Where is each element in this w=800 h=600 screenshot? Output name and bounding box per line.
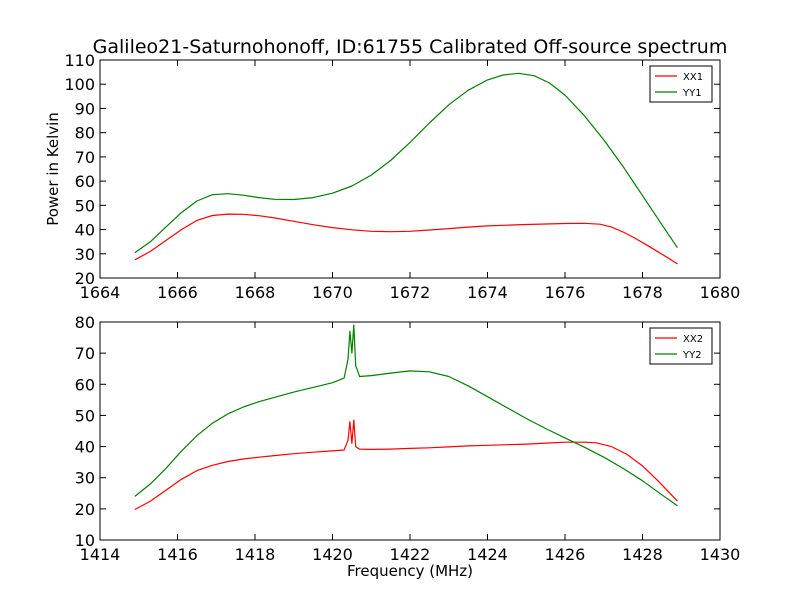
x-tick-label: 1416 xyxy=(157,545,198,564)
x-tick-label: 1420 xyxy=(312,545,353,564)
legend-box xyxy=(649,65,713,103)
y-tick-label: 80 xyxy=(75,313,95,332)
plot-frame xyxy=(99,59,721,279)
legend-label: YY1 xyxy=(682,88,702,99)
x-tick-label: 1424 xyxy=(467,545,508,564)
x-tick-label: 1666 xyxy=(157,283,198,302)
y-tick-label: 50 xyxy=(75,406,95,425)
y-tick-label: 30 xyxy=(75,469,95,488)
x-axis-label: Frequency (MHz) xyxy=(347,562,473,580)
series-line-xx2 xyxy=(134,419,678,511)
y-tick-label: 70 xyxy=(75,148,95,167)
y-tick-label: 20 xyxy=(75,269,95,288)
y-tick-label: 50 xyxy=(75,196,95,215)
y-tick-label: 70 xyxy=(75,344,95,363)
series-line-yy1 xyxy=(134,72,678,254)
x-tick-label: 1418 xyxy=(235,545,276,564)
y-tick-label: 80 xyxy=(75,124,95,143)
x-tick-label: 1676 xyxy=(545,283,586,302)
x-tick-label: 1664 xyxy=(80,283,121,302)
y-tick-label: 60 xyxy=(75,375,95,394)
x-tick-label: 1680 xyxy=(700,283,741,302)
legend-label: YY2 xyxy=(682,350,702,361)
legend-label: XX1 xyxy=(683,72,703,83)
x-tick-label: 1428 xyxy=(622,545,663,564)
x-tick-label: 1414 xyxy=(80,545,121,564)
y-tick-label: 40 xyxy=(75,221,95,240)
series-line-yy2 xyxy=(134,324,678,507)
y-tick-label: 90 xyxy=(75,99,95,118)
x-tick-label: 1670 xyxy=(312,283,353,302)
x-tick-label: 1426 xyxy=(545,545,586,564)
y-tick-label: 60 xyxy=(75,172,95,191)
legend-label: XX2 xyxy=(683,334,703,345)
x-tick-label: 1422 xyxy=(390,545,431,564)
series-line-xx1 xyxy=(134,213,678,265)
chart-title: Galileo21-Saturnohonoff, ID:61755 Calibr… xyxy=(93,36,728,58)
x-tick-label: 1668 xyxy=(235,283,276,302)
legend-box xyxy=(649,327,713,365)
y-axis-label: Power in Kelvin xyxy=(44,112,62,226)
x-tick-label: 1674 xyxy=(467,283,508,302)
y-tick-label: 10 xyxy=(75,531,95,550)
y-tick-label: 30 xyxy=(75,245,95,264)
y-tick-label: 100 xyxy=(64,75,95,94)
plot-frame xyxy=(99,321,721,541)
y-tick-label: 20 xyxy=(75,500,95,519)
y-tick-label: 40 xyxy=(75,438,95,457)
x-tick-label: 1678 xyxy=(622,283,663,302)
x-tick-label: 1672 xyxy=(390,283,431,302)
x-tick-label: 1430 xyxy=(700,545,741,564)
y-tick-label: 110 xyxy=(64,51,95,70)
